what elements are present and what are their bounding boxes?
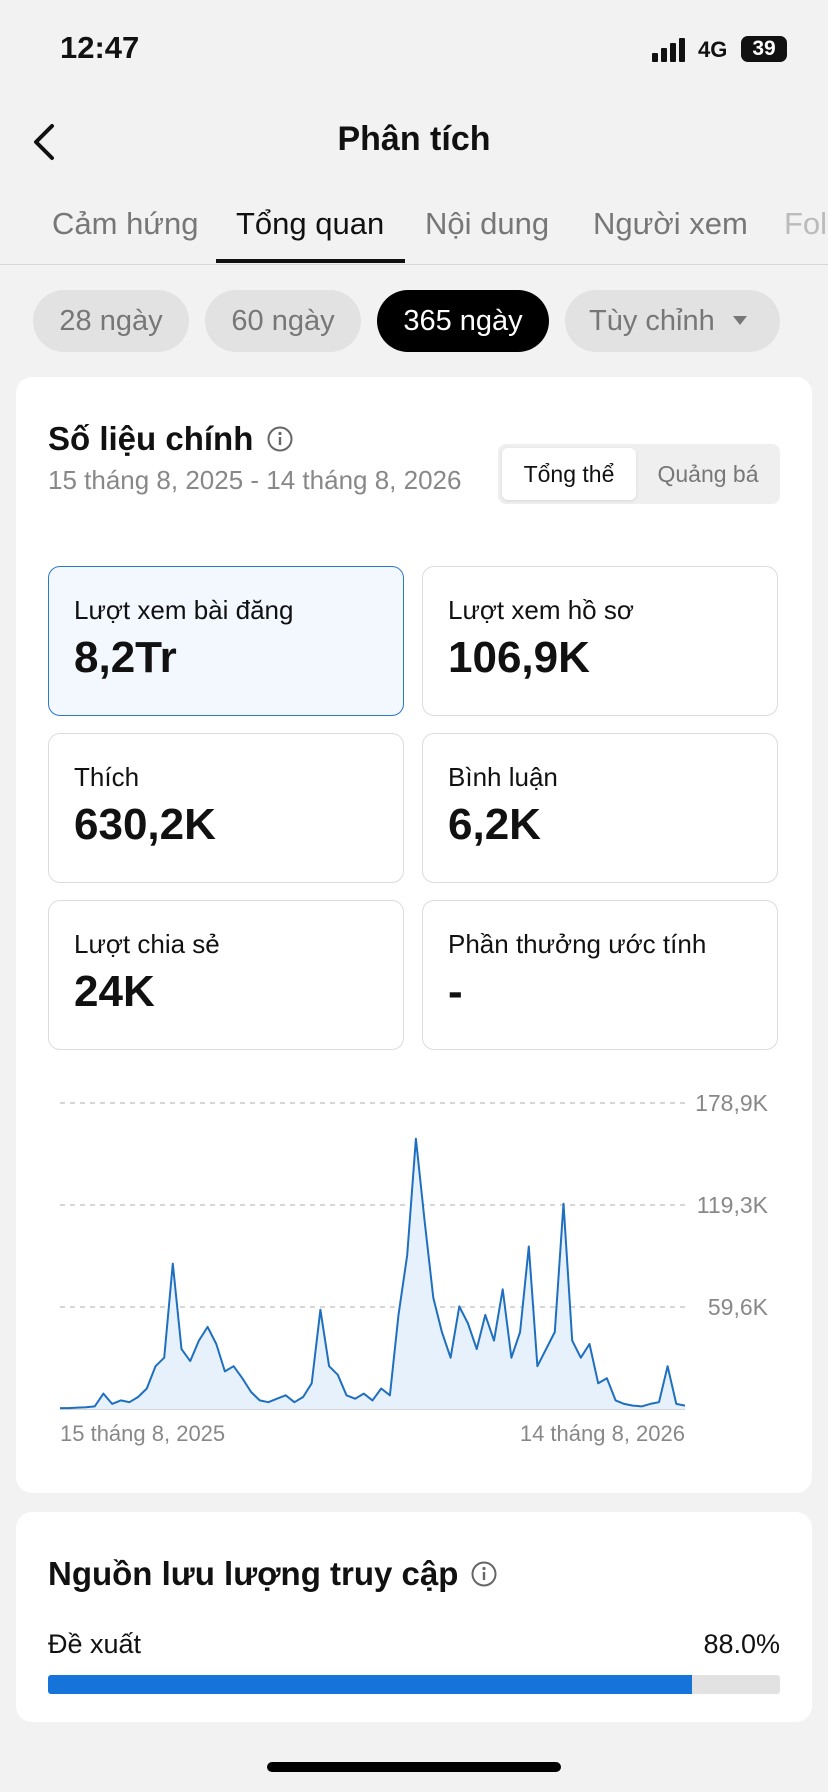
area [60, 1138, 685, 1409]
metric-label: Lượt chia sẻ [74, 929, 220, 959]
range-pill[interactable]: 60 ngày [205, 290, 361, 352]
metric-value: 630,2K [74, 800, 216, 849]
y-tick-label: 59,6K [708, 1294, 769, 1320]
metric-value: 24K [74, 967, 155, 1016]
home-indicator [267, 1762, 561, 1772]
battery: 39 [741, 36, 787, 62]
status-time: 12:47 [60, 30, 140, 65]
signal-icon [652, 38, 685, 62]
progress-track [48, 1675, 780, 1694]
metric-label: Lượt xem hồ sơ [448, 595, 634, 625]
metric-card[interactable]: Phần thưởng ước tính - [422, 900, 778, 1050]
line [60, 1137, 686, 1410]
progress-bar [48, 1675, 693, 1694]
tab[interactable]: Fol [784, 206, 828, 241]
x-tick-label: 14 tháng 8, 2026 [520, 1421, 685, 1446]
source-value: 88.0% [703, 1629, 780, 1659]
range-label: Tùy chỉnh [589, 305, 715, 337]
back-button[interactable] [28, 122, 58, 162]
toggle: Tổng thể Quảng bá [498, 444, 780, 504]
metric-card[interactable]: Bình luận 6,2K [422, 733, 778, 883]
metric-value: 8,2Tr [74, 633, 177, 682]
section-title: Nguồn lưu lượng truy cập [48, 1555, 459, 1592]
range-pill[interactable]: Tùy chỉnh [565, 290, 780, 352]
metric-card[interactable]: Lượt xem hồ sơ 106,9K [422, 566, 778, 716]
metric-value: - [448, 967, 463, 1016]
tab[interactable]: Tổng quan [236, 206, 385, 241]
tab-bar: Cảm hứng Tổng quan Nội dung Người xem Fo… [0, 188, 828, 265]
range-pill[interactable]: 28 ngày [33, 290, 189, 352]
tab-indicator [216, 259, 405, 263]
metric-value: 106,9K [448, 633, 590, 682]
tab[interactable]: Người xem [593, 206, 748, 241]
info-icon[interactable] [266, 425, 294, 453]
dropdown-icon [733, 316, 747, 325]
metric-card[interactable]: Lượt chia sẻ 24K [48, 900, 404, 1050]
metric-label: Phần thưởng ước tính [448, 929, 707, 959]
network-type: 4G [698, 37, 728, 62]
y-tick-label: 119,3K [697, 1192, 769, 1218]
views-chart: 59,6K 119,3K 178,9K 15 tháng 8, 2025 14 thán… [60, 1090, 769, 1446]
y-tick-label: 178,9K [695, 1090, 769, 1116]
metric-value: 6,2K [448, 800, 541, 849]
range-pill[interactable]: 365 ngày [377, 290, 549, 352]
tab[interactable]: Nội dung [425, 206, 550, 241]
date-range: 15 tháng 8, 2025 - 14 tháng 8, 2026 [48, 465, 462, 495]
metric-card[interactable]: Lượt xem bài đăng 8,2Tr [48, 566, 404, 716]
toggle-option[interactable]: Quảng bá [657, 461, 759, 487]
page-title: Phân tích [337, 120, 491, 158]
metric-label: Bình luận [448, 762, 558, 792]
metric-card[interactable]: Thích 630,2K [48, 733, 404, 883]
metric-label: Thích [74, 762, 140, 792]
toggle-option[interactable]: Tổng thể [502, 448, 636, 500]
tab[interactable]: Cảm hứng [52, 206, 199, 241]
info-icon[interactable] [470, 1560, 498, 1588]
metric-label: Lượt xem bài đăng [74, 595, 294, 625]
x-tick-label: 15 tháng 8, 2025 [60, 1421, 225, 1446]
section-title: Số liệu chính [48, 420, 254, 457]
source-name: Đề xuất [48, 1629, 142, 1659]
